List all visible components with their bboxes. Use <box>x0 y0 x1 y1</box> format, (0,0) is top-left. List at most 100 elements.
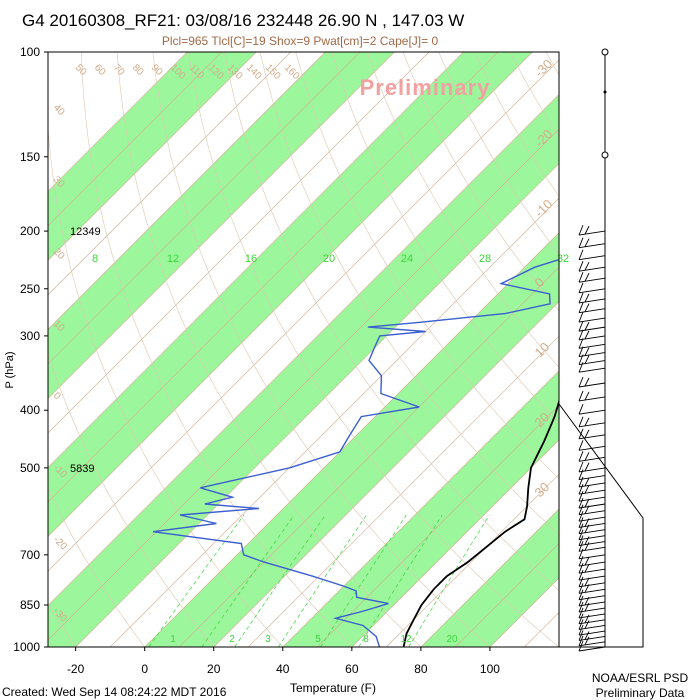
wind-barb <box>578 546 606 552</box>
wind-barb-flag <box>584 417 590 427</box>
isotherm-line <box>48 94 559 606</box>
mixing-ratio-label: 1 <box>170 634 176 645</box>
wind-barb <box>578 613 606 619</box>
wind-barb-flag <box>584 347 590 356</box>
dry-adiabat-lines <box>48 52 559 647</box>
mixing-ratio-line <box>234 514 326 647</box>
wind-barb <box>578 588 606 594</box>
wind-barb-flag <box>578 329 584 341</box>
dry-adiabat-line <box>259 52 559 535</box>
wind-barb <box>578 641 606 647</box>
wind-barb <box>578 601 606 607</box>
wind-barb-flag <box>584 518 590 527</box>
mixing-ratio-line <box>201 514 295 647</box>
wind-barb-flag <box>584 303 590 312</box>
wind-barb-flag <box>584 563 590 573</box>
wind-barb-flag <box>584 524 590 533</box>
wind-barb-flag <box>584 377 590 387</box>
wind-barb <box>578 554 606 560</box>
mixing-ratio-line <box>408 514 490 647</box>
wind-barb <box>578 523 606 528</box>
plot-frame <box>47 51 560 648</box>
wind-barb-flag <box>584 584 590 593</box>
wind-barb <box>578 288 606 294</box>
x-axis-label: Temperature (F) <box>290 681 376 695</box>
temperature-axis: -20 0 20 40 60 80 100 <box>67 647 500 676</box>
dry-adiabat-line <box>331 52 559 424</box>
y-tick-label: 1000 <box>13 640 40 654</box>
y-tick-label: 300 <box>20 329 40 343</box>
wind-barb-flag <box>584 602 590 612</box>
mixing-ratio-label: 12 <box>400 634 412 645</box>
wind-barb-flag <box>584 330 590 340</box>
wind-barb <box>578 496 606 502</box>
wind-barb <box>578 456 606 462</box>
wind-barb <box>578 352 606 358</box>
wind-barb <box>578 482 606 488</box>
wind-barb-flag <box>578 483 584 495</box>
wind-barb <box>578 434 606 440</box>
isotherm-line <box>48 128 559 641</box>
dry-adiabat-line <box>295 52 559 479</box>
dry-adiabat-line <box>224 52 559 591</box>
wind-barb-flag <box>578 302 584 313</box>
mixing-ratio-line <box>148 514 245 647</box>
isotherm-line <box>48 59 559 572</box>
plot-area: 50 60 70 80 90 100 110 120 130 140 150 160403020100… <box>48 52 559 647</box>
wind-barb-flag <box>584 614 590 623</box>
wind-barb <box>578 529 606 535</box>
isotherm-line <box>48 52 361 365</box>
mixing-ratio-label: 2 <box>229 634 235 645</box>
wind-barb-flag <box>584 321 590 331</box>
wind-barb <box>578 396 606 402</box>
wind-barb-flag <box>584 429 590 439</box>
dry-adiabat-line <box>366 52 559 368</box>
wind-barb-flag <box>578 555 584 567</box>
wind-barb <box>578 409 606 415</box>
mixing-ratio-label: 32 <box>557 253 569 265</box>
dry-adiabat-line <box>48 603 76 647</box>
wind-barb-flag <box>584 225 590 235</box>
dry-adiabat-line <box>48 352 214 647</box>
wind-barb-flag <box>578 362 584 373</box>
wind-barb-flag <box>578 497 584 509</box>
wind-barb-flag <box>584 505 590 514</box>
wind-barb <box>578 575 606 581</box>
mixing-ratio-line <box>278 514 367 647</box>
wind-barb <box>578 630 606 636</box>
wind-barb-flag <box>578 249 584 260</box>
dry-adiabat-line <box>48 124 284 647</box>
isotherm-line <box>178 266 559 647</box>
chart-subtitle: Plcl=965 Tlcl[C]=19 Shox=9 Pwat[cm]=2 Ca… <box>162 34 439 48</box>
x-tick-label: 100 <box>480 662 500 676</box>
credit-line-1: NOAA/ESRL PSD <box>592 671 689 685</box>
wind-barb-flag <box>578 541 584 552</box>
isotherm-line <box>213 301 559 647</box>
wind-barb <box>578 541 606 547</box>
wind-dot <box>603 90 607 94</box>
wind-barb-flag <box>578 529 584 540</box>
dry-adiabat-line <box>152 52 491 647</box>
pressure-axis: 100 150 200 250 300 400 500 700 850 1000 <box>13 45 48 654</box>
wind-barb-flag <box>578 416 584 428</box>
wind-barb <box>578 422 606 428</box>
isotherm-line <box>48 52 430 434</box>
wind-barb <box>578 561 606 567</box>
wind-barb-flag <box>578 428 584 440</box>
wind-barb-flag <box>584 477 590 487</box>
preliminary-watermark: Preliminary <box>360 75 491 100</box>
wind-barb-flag <box>578 224 584 236</box>
wind-barb-flag <box>578 619 584 630</box>
calm-wind-circle <box>601 151 609 159</box>
mixing-ratio-label: 8 <box>92 253 98 265</box>
dry-adiabat-line <box>48 488 145 647</box>
mixing-ratio-label: 8 <box>363 634 369 645</box>
dry-adiabat-line <box>402 52 559 312</box>
isotherm-line <box>420 508 559 647</box>
y-tick-label: 500 <box>20 461 40 475</box>
y-tick-label: 700 <box>20 548 40 562</box>
wind-barb <box>578 516 606 522</box>
wind-barb-flag <box>578 601 584 613</box>
wind-barb <box>578 230 606 236</box>
isotherm-line <box>48 52 188 192</box>
